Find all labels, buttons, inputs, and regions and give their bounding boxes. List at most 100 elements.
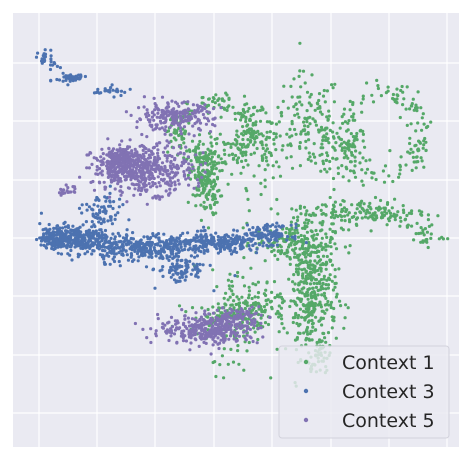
data-point [233, 117, 237, 121]
data-point [145, 115, 149, 119]
data-point [182, 131, 186, 135]
data-point [66, 224, 70, 228]
data-point [54, 238, 59, 242]
data-point [223, 152, 227, 156]
data-point [265, 222, 269, 226]
data-point [277, 304, 281, 308]
data-point [269, 207, 273, 211]
data-point [319, 146, 323, 150]
data-point [185, 259, 189, 263]
data-point [280, 224, 285, 228]
data-point [241, 133, 245, 137]
data-point [182, 125, 187, 129]
data-point [237, 297, 241, 301]
data-point [162, 245, 166, 249]
data-point [91, 241, 95, 245]
data-point [134, 174, 138, 178]
data-point [249, 248, 253, 252]
data-point [135, 252, 140, 256]
data-point [324, 287, 328, 291]
data-point [204, 184, 208, 188]
data-point [186, 115, 190, 119]
data-point [151, 180, 155, 184]
data-point [275, 347, 279, 351]
data-point [229, 248, 233, 252]
data-point [241, 317, 245, 322]
data-point [334, 247, 339, 251]
data-point [57, 232, 62, 236]
data-point [256, 326, 260, 330]
data-point [108, 204, 113, 208]
data-point [55, 64, 60, 68]
data-point [171, 121, 175, 125]
data-point [234, 326, 239, 331]
data-point [306, 221, 310, 225]
data-point [214, 211, 218, 215]
data-point [215, 308, 219, 312]
data-point [321, 262, 325, 267]
data-point [352, 171, 356, 175]
data-point [170, 262, 174, 266]
data-point [325, 89, 329, 93]
data-point [310, 230, 314, 234]
data-point [340, 209, 345, 213]
data-point [130, 149, 134, 153]
data-point [108, 200, 112, 204]
data-point [226, 362, 230, 366]
data-point [200, 324, 204, 328]
data-point [331, 222, 335, 226]
data-point [325, 308, 329, 312]
data-point [66, 186, 70, 190]
data-point [252, 106, 256, 110]
data-point [320, 203, 324, 207]
data-point [150, 255, 154, 259]
data-point [187, 320, 191, 324]
data-point [219, 157, 223, 161]
data-point [322, 331, 326, 336]
data-point [218, 169, 222, 173]
data-point [164, 189, 168, 193]
data-point [164, 330, 168, 334]
data-point [215, 161, 219, 165]
data-point [324, 283, 328, 287]
data-point [333, 231, 337, 235]
data-point [360, 179, 364, 183]
data-point [162, 177, 166, 181]
data-point [290, 95, 294, 99]
data-point [207, 97, 211, 101]
data-point [261, 134, 265, 138]
data-point [301, 69, 306, 73]
data-point [167, 258, 171, 262]
data-point [276, 234, 280, 238]
data-point [303, 304, 307, 308]
data-point [279, 306, 283, 310]
data-point [262, 305, 266, 309]
data-point [319, 125, 324, 129]
data-point [362, 202, 366, 206]
data-point [305, 120, 309, 124]
data-point [405, 213, 409, 218]
data-point [231, 142, 235, 146]
data-point [332, 306, 336, 311]
data-point [263, 168, 267, 172]
data-point [350, 153, 355, 157]
data-point [340, 142, 344, 146]
data-point [347, 228, 351, 232]
data-point [126, 258, 130, 262]
data-point [278, 174, 283, 178]
data-point [426, 218, 430, 222]
data-point [71, 224, 75, 228]
data-point [103, 245, 107, 249]
data-point [153, 155, 157, 159]
data-point [208, 333, 212, 337]
data-point [111, 242, 115, 246]
data-point [231, 360, 236, 364]
data-point [191, 193, 195, 197]
data-point [414, 103, 418, 107]
data-point [249, 131, 254, 135]
data-point [263, 185, 267, 189]
data-point [303, 250, 307, 254]
data-point [361, 207, 365, 211]
data-point [361, 139, 365, 143]
data-point [332, 187, 336, 192]
